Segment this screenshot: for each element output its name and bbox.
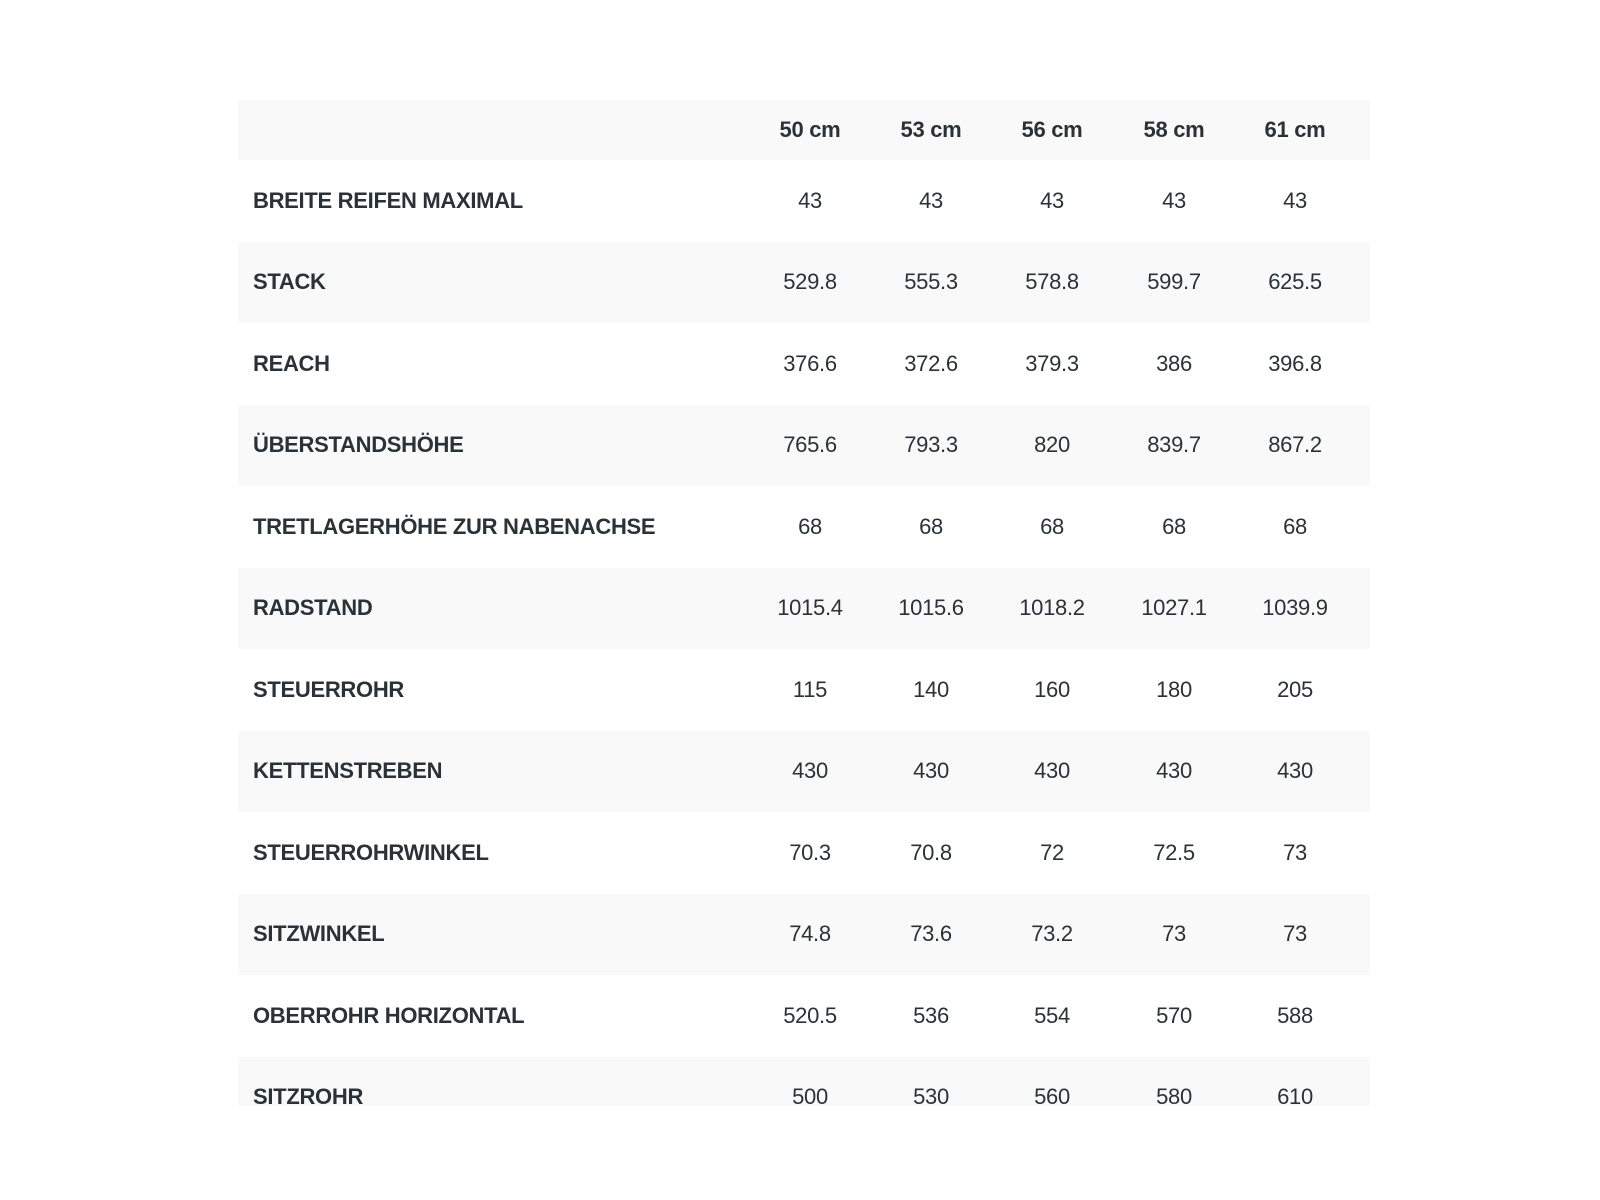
cell-value: 578.8	[1025, 269, 1079, 295]
cell-value: 68	[1283, 513, 1307, 539]
table-row: STEUERROHR 115 140 160 180 205	[238, 649, 1370, 731]
cell-value: 73.2	[1031, 921, 1073, 947]
cell-value: 430	[913, 758, 949, 784]
cell-value: 555.3	[904, 269, 958, 295]
row-label: ÜBERSTANDSHÖHE	[253, 432, 464, 458]
cell-value: 430	[1034, 758, 1070, 784]
row-label: KETTENSTREBEN	[253, 758, 443, 784]
cell-value: 43	[1283, 187, 1307, 213]
table-row: BREITE REIFEN MAXIMAL 43 43 43 43 43	[238, 160, 1370, 242]
row-label: STEUERROHRWINKEL	[253, 839, 489, 865]
table-row: TRETLAGERHÖHE ZUR NABENACHSE 68 68 68 68 68	[238, 486, 1370, 568]
column-header: 58 cm	[1143, 117, 1205, 142]
row-label: TRETLAGERHÖHE ZUR NABENACHSE	[253, 513, 656, 539]
cell-value: 180	[1156, 676, 1192, 702]
cell-value: 205	[1277, 676, 1313, 702]
geometry-table: 50 cm 53 cm 56 cm 58 cm 61 cm BREITE REIFEN M…	[238, 100, 1370, 1106]
cell-value: 1027.1	[1141, 595, 1207, 621]
cell-value: 430	[1156, 758, 1192, 784]
cell-value: 536	[913, 1002, 949, 1028]
cell-value: 588	[1277, 1002, 1313, 1028]
row-label: STACK	[253, 269, 326, 295]
cell-value: 115	[792, 676, 828, 702]
cell-value: 560	[1034, 1084, 1070, 1106]
table-row: REACH 376.6 372.6 379.3 386 396.8	[238, 323, 1370, 405]
table-row: ÜBERSTANDSHÖHE 765.6 793.3 820 839.7 867.2	[238, 404, 1370, 486]
cell-value: 1018.2	[1019, 595, 1085, 621]
row-label: SITZROHR	[253, 1084, 364, 1106]
cell-value: 73.6	[910, 921, 952, 947]
cell-value: 160	[1034, 676, 1070, 702]
row-label: OBERROHR HORIZONTAL	[253, 1002, 525, 1028]
cell-value: 529.8	[783, 269, 837, 295]
column-header: 53 cm	[900, 117, 962, 142]
cell-value: 68	[919, 513, 943, 539]
column-header: 50 cm	[779, 117, 841, 142]
cell-value: 386	[1156, 350, 1192, 376]
cell-value: 72	[1040, 839, 1064, 865]
cell-value: 820	[1034, 432, 1070, 458]
cell-value: 1015.4	[777, 595, 843, 621]
cell-value: 70.8	[910, 839, 952, 865]
table-row: STACK 529.8 555.3 578.8 599.7 625.5	[238, 241, 1370, 323]
row-label: STEUERROHR	[253, 676, 405, 702]
cell-value: 68	[1040, 513, 1064, 539]
table-row: STEUERROHRWINKEL 70.3 70.8 72 72.5 73	[238, 812, 1370, 894]
row-label: BREITE REIFEN MAXIMAL	[253, 187, 523, 213]
cell-value: 765.6	[783, 432, 837, 458]
cell-value: 73	[1162, 921, 1186, 947]
table-row: KETTENSTREBEN 430 430 430 430 430	[238, 730, 1370, 812]
table-row: SITZWINKEL 74.8 73.6 73.2 73 73	[238, 893, 1370, 975]
cell-value: 43	[1040, 187, 1064, 213]
cell-value: 73	[1283, 921, 1307, 947]
cell-value: 1039.9	[1262, 595, 1328, 621]
cell-value: 43	[919, 187, 943, 213]
cell-value: 372.6	[904, 350, 958, 376]
column-header: 56 cm	[1021, 117, 1083, 142]
cell-value: 430	[792, 758, 828, 784]
cell-value: 430	[1277, 758, 1313, 784]
cell-value: 625.5	[1268, 269, 1322, 295]
cell-value: 376.6	[783, 350, 837, 376]
row-label: SITZWINKEL	[253, 921, 385, 947]
cell-value: 72.5	[1153, 839, 1195, 865]
cell-value: 74.8	[789, 921, 831, 947]
table-row: OBERROHR HORIZONTAL 520.5 536 554 570 588	[238, 975, 1370, 1057]
cell-value: 520.5	[783, 1002, 837, 1028]
cell-value: 570	[1156, 1002, 1192, 1028]
cell-value: 70.3	[789, 839, 831, 865]
cell-value: 43	[798, 187, 822, 213]
cell-value: 73	[1283, 839, 1307, 865]
cell-value: 68	[1162, 513, 1186, 539]
cell-value: 396.8	[1268, 350, 1322, 376]
cell-value: 500	[792, 1084, 828, 1106]
table-row: SITZROHR 500 530 560 580 610	[238, 1056, 1370, 1106]
row-label: RADSTAND	[253, 595, 373, 621]
cell-value: 68	[798, 513, 822, 539]
cell-value: 610	[1277, 1084, 1313, 1106]
cell-value: 140	[913, 676, 949, 702]
cell-value: 43	[1162, 187, 1186, 213]
header-row: 50 cm 53 cm 56 cm 58 cm 61 cm	[238, 100, 1370, 160]
cell-value: 599.7	[1147, 269, 1201, 295]
cell-value: 554	[1034, 1002, 1070, 1028]
row-label: REACH	[253, 350, 330, 376]
cell-value: 1015.6	[898, 595, 964, 621]
cell-value: 379.3	[1025, 350, 1079, 376]
cell-value: 530	[913, 1084, 949, 1106]
column-header: 61 cm	[1264, 117, 1326, 142]
table-row: RADSTAND 1015.4 1015.6 1018.2 1027.1 1039.9	[238, 567, 1370, 649]
cell-value: 867.2	[1268, 432, 1322, 458]
cell-value: 793.3	[904, 432, 958, 458]
cell-value: 580	[1156, 1084, 1192, 1106]
cell-value: 839.7	[1147, 432, 1201, 458]
